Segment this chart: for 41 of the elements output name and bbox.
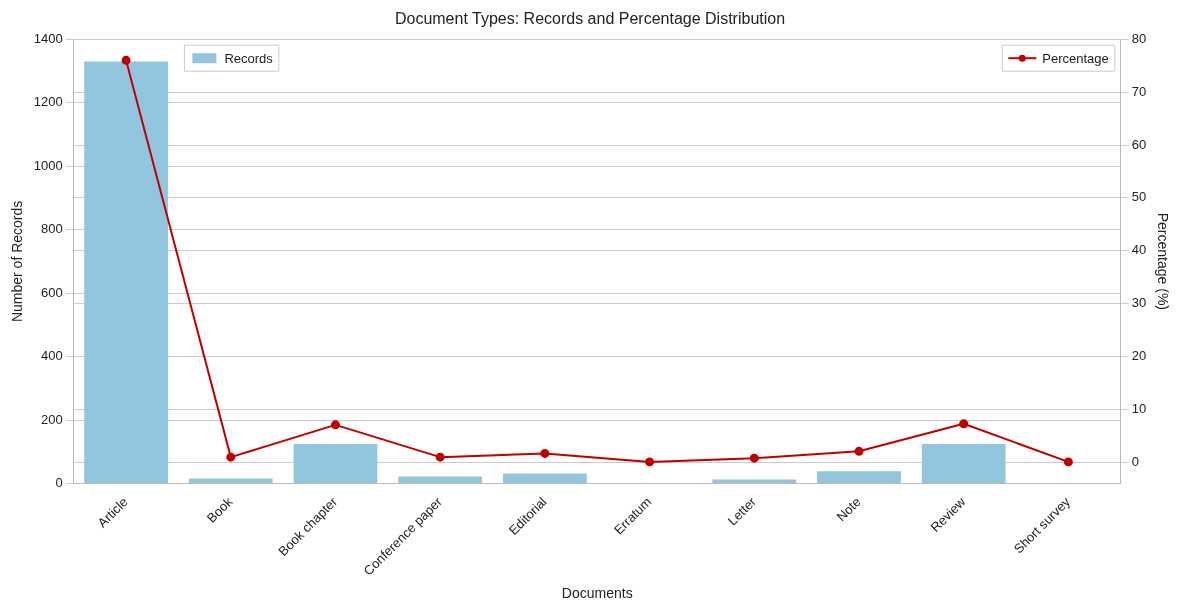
- bar: [817, 471, 901, 484]
- y-tick-label: 1200: [33, 94, 63, 110]
- y-tick-label: 0: [55, 475, 63, 491]
- point: [121, 55, 131, 65]
- y2-axis-title: Percentage (%): [1154, 212, 1171, 311]
- point: [1063, 457, 1073, 467]
- x-axis-title: Documents: [561, 585, 633, 602]
- bar: [398, 476, 483, 484]
- chart-title: Document Types: Records and Percentage Distribution: [394, 10, 786, 28]
- point: [540, 448, 550, 458]
- y2-tick-label: 0: [1131, 454, 1139, 469]
- bar: [84, 61, 168, 484]
- y2-tick-label: 20: [1131, 348, 1147, 364]
- y2-tick-label: 70: [1131, 83, 1147, 99]
- y-tick-label: 800: [41, 221, 63, 237]
- legend-label: Percentage: [1042, 50, 1109, 66]
- point: [645, 457, 655, 467]
- bar: [921, 443, 1006, 484]
- y-tick-label: 600: [41, 284, 63, 300]
- y-tick-label: 200: [41, 411, 63, 427]
- y2-tick-label: 60: [1131, 136, 1147, 152]
- point: [330, 420, 340, 430]
- y-tick-label: 400: [41, 348, 63, 364]
- y2-tick-label: 10: [1131, 401, 1147, 417]
- x-tick-label: Note: [833, 494, 864, 525]
- point: [749, 453, 759, 463]
- legend-label: Records: [224, 50, 274, 66]
- y2-tick-label: 50: [1131, 189, 1147, 205]
- bar: [293, 443, 378, 484]
- y2-tick-label: 30: [1131, 295, 1147, 311]
- bar: [503, 473, 587, 484]
- y2-tick-label: 80: [1131, 30, 1147, 46]
- point: [959, 419, 969, 429]
- point: [854, 446, 864, 456]
- point: [435, 452, 445, 462]
- bar: [712, 479, 797, 484]
- y-axis-title: Number of Records: [9, 200, 26, 323]
- point: [226, 452, 236, 462]
- y2-tick-label: 40: [1131, 242, 1147, 258]
- y-tick-label: 1400: [33, 30, 63, 46]
- y-tick-label: 1000: [33, 157, 63, 173]
